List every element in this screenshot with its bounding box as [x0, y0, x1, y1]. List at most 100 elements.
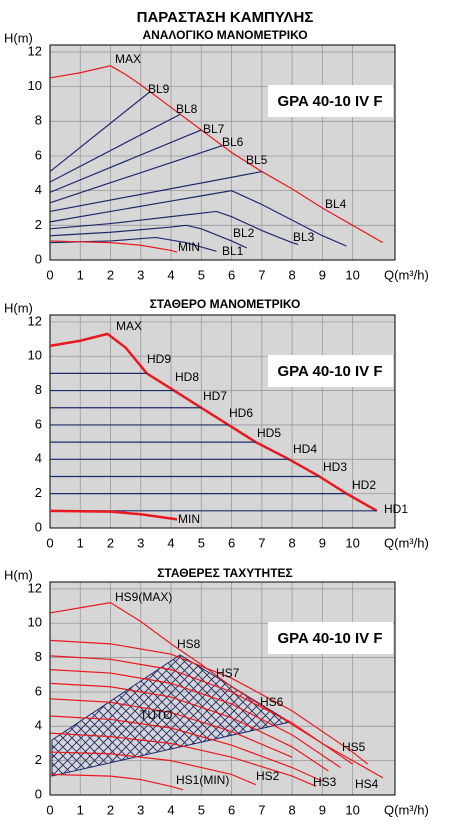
curve — [49, 655, 353, 765]
x-tick-label: 8 — [288, 535, 295, 550]
curve-label: BL9 — [148, 82, 170, 96]
chart-subtitle: ΑΝΑΛΟΓΙΚΟ ΜΑΝΟΜΕΤΡΙΚΟ — [142, 28, 307, 42]
curve-label: MAX — [116, 319, 142, 333]
curve — [49, 715, 323, 782]
x-tick-label: 8 — [288, 802, 295, 817]
curve-label: HD9 — [147, 352, 171, 366]
model-label: GPA 40-10 IV F — [277, 363, 382, 380]
chart-title: ΣΤΑΘΕΡΕΣ ΤΑΧΥΤΗΤΕΣ — [157, 566, 293, 580]
curve-label: HS4 — [355, 777, 379, 791]
y-tick-label: 6 — [35, 683, 42, 698]
y-tick-label: 4 — [35, 182, 42, 197]
y-axis-label: H(m) — [4, 30, 33, 45]
curve-label: HD5 — [257, 426, 281, 440]
y-tick-label: 12 — [28, 580, 42, 595]
curve — [49, 639, 369, 765]
curve — [49, 509, 178, 521]
x-tick-label: 7 — [258, 535, 265, 550]
y-tick-label: 4 — [35, 718, 42, 733]
curve — [49, 113, 181, 183]
x-tick-label: 5 — [198, 535, 205, 550]
x-tick-label: 0 — [46, 802, 53, 817]
curve — [49, 751, 257, 786]
y-tick-label: 0 — [35, 519, 42, 534]
y-tick-label: 2 — [35, 217, 42, 232]
model-box — [268, 85, 393, 117]
curve — [49, 210, 299, 245]
y-tick-label: 6 — [35, 416, 42, 431]
x-tick-label: 9 — [319, 802, 326, 817]
x-tick-label: 9 — [319, 267, 326, 282]
x-tick-label: 2 — [107, 267, 114, 282]
curve-label: MAX — [115, 52, 141, 66]
x-tick-label: 5 — [198, 802, 205, 817]
x-tick-label: 5 — [198, 267, 205, 282]
curve-label: BL2 — [233, 226, 255, 240]
curve-label: HS2 — [256, 769, 280, 783]
x-tick-label: 10 — [345, 535, 359, 550]
curve — [49, 773, 184, 791]
curve — [49, 224, 247, 249]
curve-label: HD4 — [293, 442, 317, 456]
y-tick-label: 12 — [28, 43, 42, 58]
curve-label: BL3 — [293, 230, 315, 244]
x-axis-label: Q(m³/h) — [384, 535, 429, 550]
curve — [49, 144, 223, 204]
curve-label: TUTO — [140, 708, 172, 722]
x-tick-label: 2 — [107, 802, 114, 817]
y-tick-label: 8 — [35, 113, 42, 128]
x-tick-label: 6 — [228, 535, 235, 550]
curve — [49, 732, 317, 787]
plot-frame — [49, 314, 396, 529]
x-tick-label: 3 — [137, 802, 144, 817]
curve-label: HS8 — [177, 637, 201, 651]
curve-label: BL7 — [203, 122, 225, 136]
y-tick-label: 2 — [35, 752, 42, 767]
x-tick-label: 4 — [167, 802, 174, 817]
curve-label: HS3 — [313, 775, 337, 789]
curve — [49, 129, 202, 193]
plot-frame — [49, 44, 396, 261]
curve-label: HD8 — [175, 370, 199, 384]
y-tick-label: 10 — [28, 348, 42, 363]
curve-label: HD3 — [323, 460, 347, 474]
x-tick-label: 7 — [258, 802, 265, 817]
x-tick-label: 1 — [77, 802, 84, 817]
curve-label: BL8 — [176, 102, 198, 116]
x-axis-label: Q(m³/h) — [384, 267, 429, 282]
model-label: GPA 40-10 IV F — [277, 630, 382, 647]
curve — [49, 682, 329, 772]
curve-label: HD1 — [384, 502, 408, 516]
curve-label: BL5 — [246, 153, 268, 167]
curve — [49, 190, 347, 247]
y-tick-label: 6 — [35, 147, 42, 162]
plot-frame — [49, 581, 396, 796]
curve-label: MIN — [178, 512, 200, 526]
x-tick-label: 10 — [345, 267, 359, 282]
x-tick-label: 6 — [228, 267, 235, 282]
x-tick-label: 0 — [46, 535, 53, 550]
curve-label: HS5 — [342, 740, 366, 754]
x-tick-label: 0 — [46, 267, 53, 282]
x-tick-label: 7 — [258, 267, 265, 282]
curve-label: HS1(MIN) — [176, 773, 229, 787]
curve-label: HS7 — [216, 666, 240, 680]
y-tick-label: 10 — [28, 615, 42, 630]
plot-area — [50, 45, 395, 260]
curve — [49, 698, 293, 758]
x-tick-label: 8 — [288, 267, 295, 282]
y-tick-label: 8 — [35, 382, 42, 397]
model-label: GPA 40-10 IV F — [277, 93, 382, 110]
curve-label: HD7 — [203, 389, 227, 403]
y-axis-label: H(m) — [4, 300, 33, 315]
x-tick-label: 2 — [107, 535, 114, 550]
curve-label: HD6 — [229, 406, 253, 420]
chart-title: ΣΤΑΘΕΡΟ ΜΑΝΟΜΕΤΡΙΚΟ — [150, 297, 301, 311]
curve-label: MIN — [178, 240, 200, 254]
y-axis-label: H(m) — [4, 567, 33, 582]
x-tick-label: 10 — [345, 802, 359, 817]
x-tick-label: 1 — [77, 267, 84, 282]
curve-label: HD2 — [352, 478, 376, 492]
y-tick-label: 2 — [35, 485, 42, 500]
